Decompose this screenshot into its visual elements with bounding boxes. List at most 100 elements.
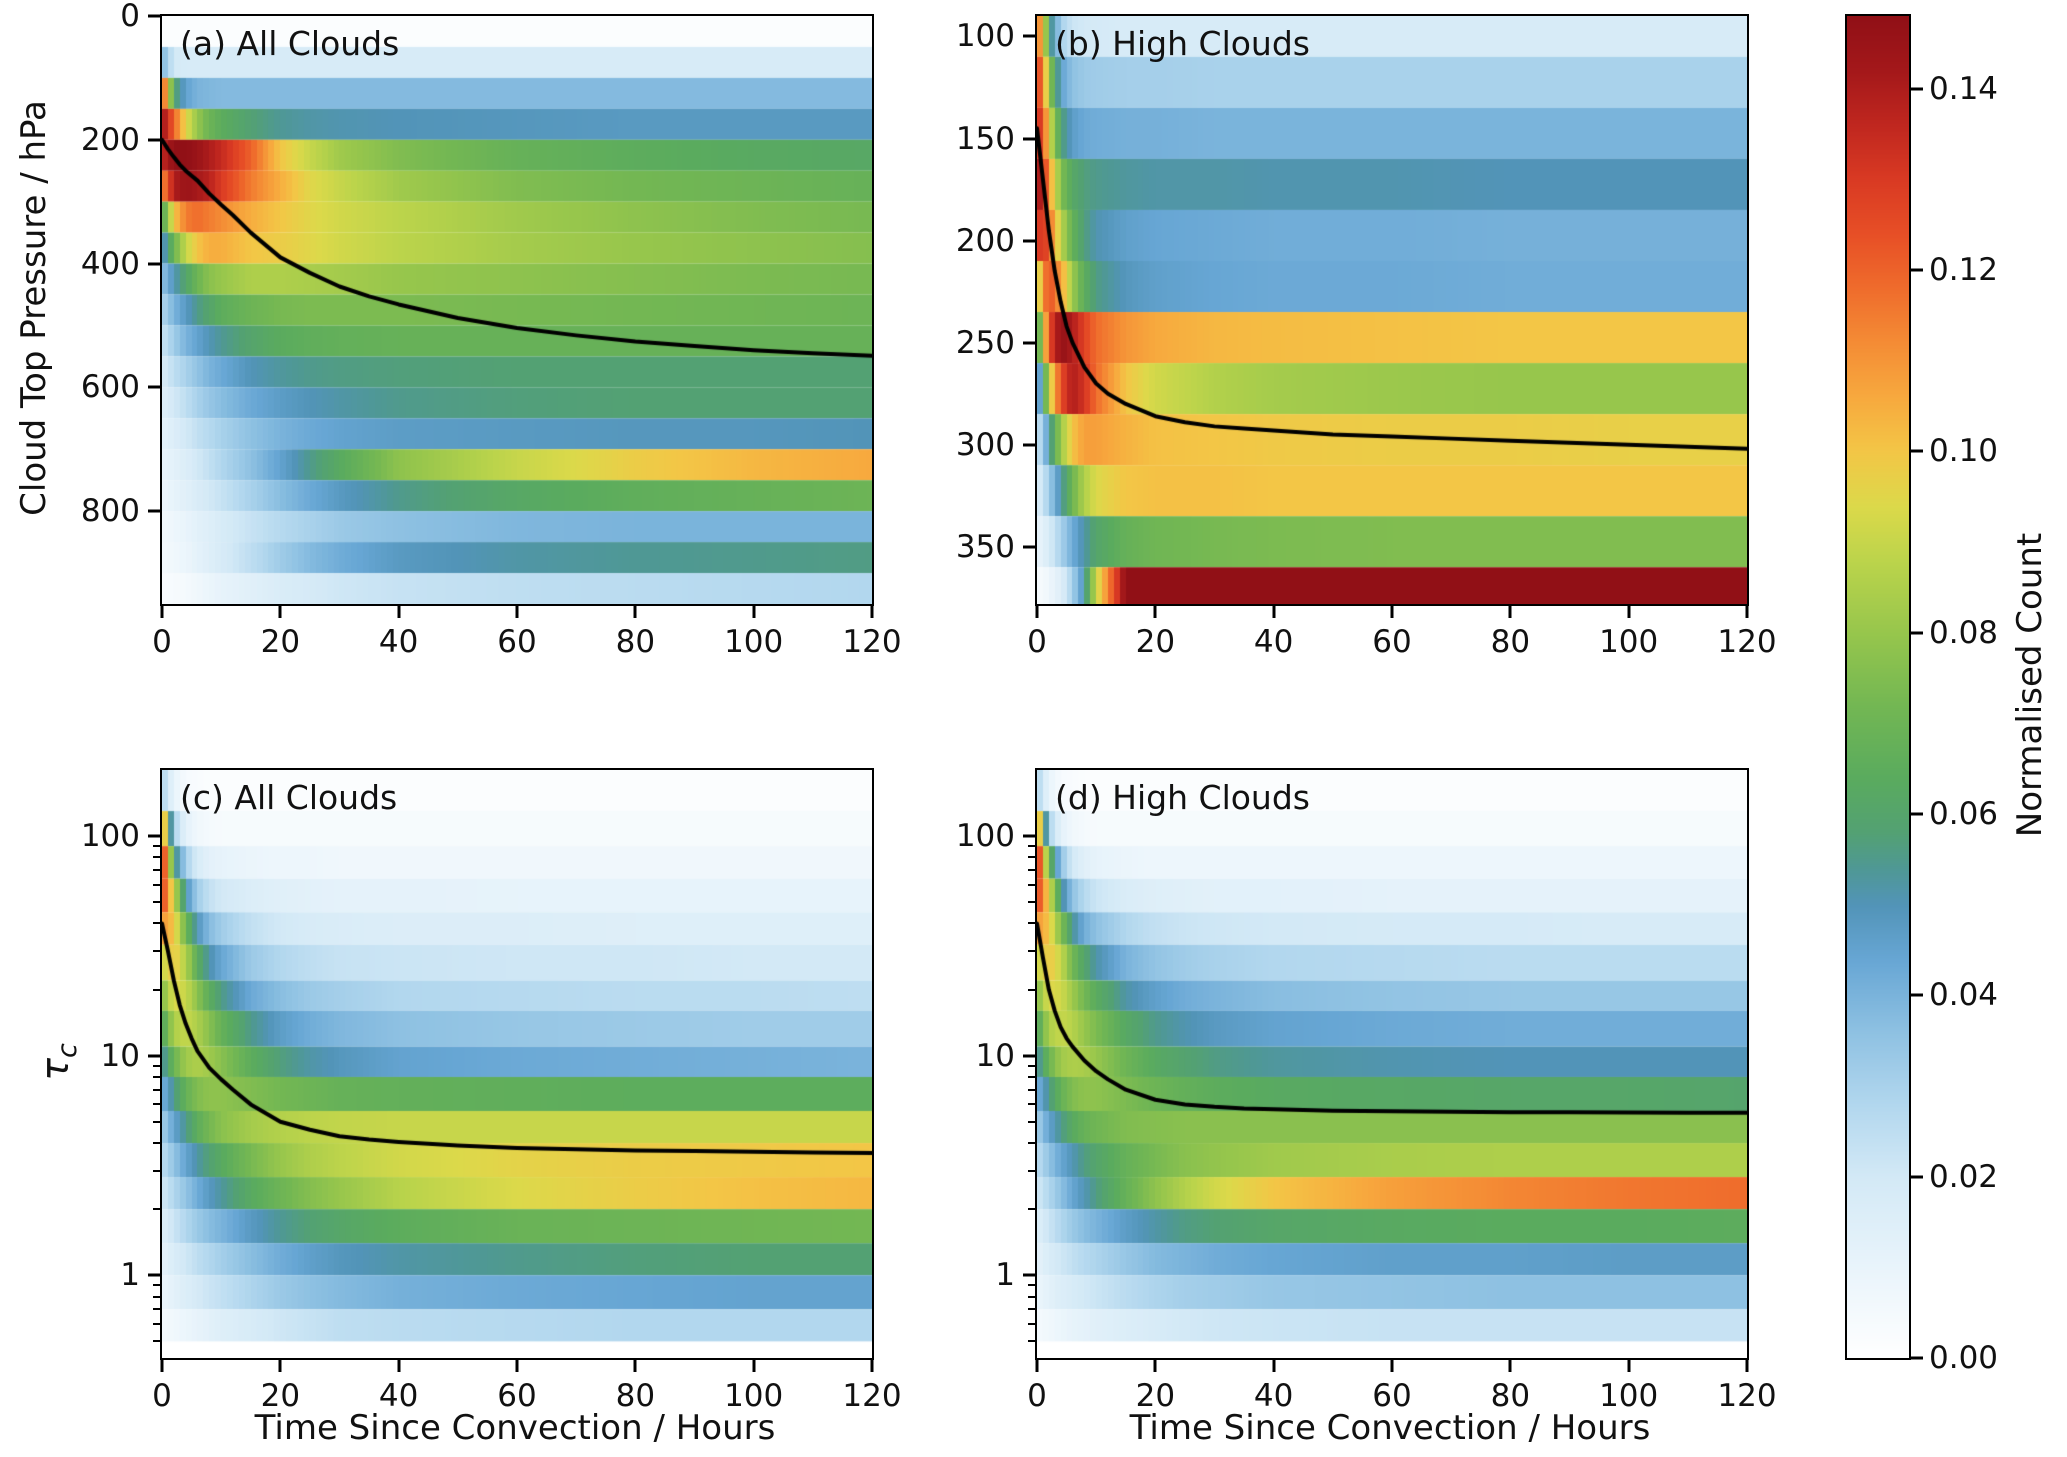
x-tick — [1272, 1360, 1276, 1372]
x-tick-label: 0 — [1027, 1378, 1047, 1414]
y-minor-tick — [1028, 922, 1035, 925]
y-minor-tick — [1028, 988, 1035, 991]
panel-b-high-clouds-pressure: (b) High Clouds 0 20 40 60 80 100 120 100 150 200… — [956, 14, 1777, 660]
x-tick — [752, 606, 756, 618]
y-tick — [1023, 34, 1035, 38]
x-tick — [1627, 1360, 1631, 1372]
x-tick — [278, 1360, 282, 1372]
x-tick-label: 100 — [724, 624, 784, 660]
x-tick-label: 40 — [378, 1378, 419, 1414]
y-minor-tick — [1028, 845, 1035, 848]
y-minor-tick — [1028, 1295, 1035, 1298]
y-minor-tick — [1028, 901, 1035, 904]
x-tick-label: 100 — [1599, 624, 1659, 660]
y-minor-tick — [153, 922, 160, 925]
x-axis-label-right: Time Since Convection / Hours — [1129, 1408, 1651, 1448]
colorbar-tick — [1911, 449, 1923, 453]
y-tick — [148, 385, 160, 389]
y-minor-tick — [153, 1142, 160, 1145]
colorbar-tick-label: 0.02 — [1929, 1158, 1999, 1195]
y-tick-label: 800 — [80, 493, 140, 530]
y-minor-tick — [153, 1075, 160, 1078]
x-tick-label: 120 — [842, 624, 902, 660]
panel-c-all-clouds-tau: (c) All Clouds 0 20 40 60 80 100 120 100 10 1 — [81, 768, 902, 1414]
y-minor-tick — [1028, 1075, 1035, 1078]
y-tick — [148, 14, 160, 18]
x-axis-label-left: Time Since Convection / Hours — [254, 1408, 776, 1448]
y-minor-tick — [153, 883, 160, 886]
y-tick — [148, 138, 160, 142]
y-minor-tick — [1028, 1103, 1035, 1106]
x-tick — [870, 606, 874, 618]
x-tick — [1745, 606, 1749, 618]
colorbar-tick-label: 0.00 — [1929, 1340, 1999, 1376]
y-tick — [1023, 341, 1035, 345]
y-minor-tick — [153, 949, 160, 952]
x-tick-label: 0 — [152, 1378, 172, 1414]
y-minor-tick — [1028, 1208, 1035, 1211]
colorbar-tick — [1911, 812, 1923, 816]
x-tick — [1745, 1360, 1749, 1372]
y-minor-tick — [1028, 1064, 1035, 1067]
y-tick-label: 1 — [995, 1257, 1015, 1294]
y-tick-label: 200 — [80, 121, 140, 158]
x-tick-label: 0 — [152, 624, 172, 660]
y-tick-label: 150 — [955, 120, 1015, 157]
y-tick — [148, 1054, 160, 1058]
x-tick-label: 20 — [1135, 1378, 1176, 1414]
y-minor-tick — [1028, 1322, 1035, 1325]
y-tick — [1023, 443, 1035, 447]
colorbar-tick-label: 0.06 — [1929, 795, 1999, 832]
y-minor-tick — [1028, 1120, 1035, 1123]
x-tick-label: 20 — [260, 1378, 301, 1414]
y-minor-tick — [1028, 949, 1035, 952]
y-minor-tick — [1028, 856, 1035, 859]
colorbar-tick-label: 0.08 — [1929, 614, 1999, 651]
panel-a-all-clouds-pressure: (a) All Clouds 0 20 40 60 80 100 120 0 200 400 600… — [81, 0, 902, 660]
x-tick-label: 20 — [260, 624, 301, 660]
x-tick — [633, 1360, 637, 1372]
x-tick-label: 80 — [1490, 1378, 1531, 1414]
y-tick — [1023, 1054, 1035, 1058]
y-minor-tick — [1028, 1340, 1035, 1343]
colorbar-tick-label: 0.10 — [1929, 433, 1999, 470]
x-tick-label: 40 — [1253, 624, 1294, 660]
x-tick-label: 80 — [615, 624, 656, 660]
x-tick — [1035, 606, 1039, 618]
colorbar-canvas — [1847, 16, 1909, 1358]
x-tick — [870, 1360, 874, 1372]
x-tick — [1627, 606, 1631, 618]
y-minor-tick — [153, 1208, 160, 1211]
y-tick — [1023, 239, 1035, 243]
x-tick-label: 120 — [1717, 1378, 1777, 1414]
y-tick-label: 250 — [955, 324, 1015, 361]
x-tick — [515, 1360, 519, 1372]
y-axis-label-pressure: Cloud Top Pressure / hPa — [14, 100, 54, 516]
x-tick-label: 100 — [724, 1378, 784, 1414]
y-tick — [1023, 1273, 1035, 1277]
y-tick-label: 0 — [120, 0, 140, 34]
x-tick — [1153, 1360, 1157, 1372]
colorbar-tick — [1911, 1356, 1923, 1360]
x-tick-label: 60 — [1372, 624, 1412, 660]
y-tick-label: 300 — [955, 426, 1015, 463]
heatmap-canvas-a — [162, 16, 872, 604]
y-minor-tick — [153, 869, 160, 872]
x-tick — [278, 606, 282, 618]
y-tick — [1023, 137, 1035, 140]
y-minor-tick — [1028, 1169, 1035, 1172]
x-tick-label: 120 — [1717, 624, 1777, 660]
y-minor-tick — [153, 1103, 160, 1106]
x-tick-label: 0 — [1027, 624, 1047, 660]
colorbar-tick — [1911, 993, 1923, 997]
y-tick-label: 100 — [80, 818, 140, 855]
heatmap-canvas-c — [162, 770, 872, 1358]
y-minor-tick — [1028, 1308, 1035, 1311]
colorbar-tick-label: 0.14 — [1929, 70, 1999, 107]
x-tick-label: 120 — [842, 1378, 902, 1414]
y-tick-label: 100 — [955, 18, 1015, 55]
y-tick-label: 10 — [100, 1037, 140, 1074]
x-tick — [160, 606, 164, 618]
y-tick-label: 1 — [120, 1257, 140, 1294]
x-tick — [1153, 606, 1157, 618]
